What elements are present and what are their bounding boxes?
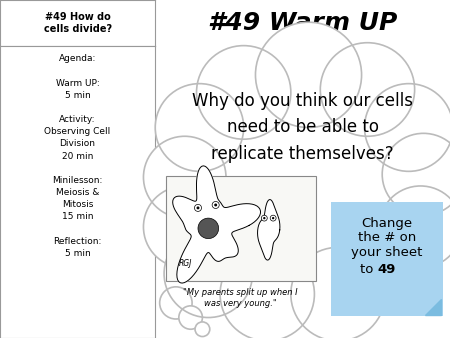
Text: RGJ: RGJ — [179, 259, 192, 268]
Circle shape — [164, 230, 252, 317]
Circle shape — [256, 22, 362, 127]
Circle shape — [263, 217, 266, 219]
Circle shape — [364, 83, 450, 171]
FancyBboxPatch shape — [331, 202, 443, 316]
Circle shape — [320, 43, 414, 136]
Text: #49 How do
cells divide?: #49 How do cells divide? — [44, 12, 112, 33]
Text: Agenda:

Warm UP:
5 min

Activity:
Observing Cell
Division
20 min

Minilesson:
M: Agenda: Warm UP: 5 min Activity: Observi… — [45, 54, 111, 258]
Text: "My parents split up when I
was very young.": "My parents split up when I was very you… — [184, 288, 298, 308]
Circle shape — [382, 133, 450, 215]
Circle shape — [179, 306, 202, 329]
Text: Why do you think our cells
need to be able to
replicate themselves?: Why do you think our cells need to be ab… — [192, 92, 413, 163]
Circle shape — [144, 136, 226, 218]
Circle shape — [155, 83, 244, 171]
Circle shape — [197, 46, 291, 139]
Text: Change: Change — [361, 217, 412, 230]
Text: #49 Warm UP: #49 Warm UP — [208, 11, 397, 35]
Circle shape — [220, 247, 315, 338]
Text: the # on: the # on — [357, 231, 416, 244]
Polygon shape — [257, 199, 280, 260]
Circle shape — [272, 217, 274, 219]
Circle shape — [212, 201, 219, 209]
Circle shape — [353, 224, 441, 312]
Circle shape — [195, 322, 210, 337]
FancyBboxPatch shape — [166, 176, 316, 281]
Text: to: to — [360, 263, 378, 275]
Circle shape — [144, 186, 226, 268]
Polygon shape — [173, 166, 261, 283]
Circle shape — [198, 218, 219, 239]
Circle shape — [261, 215, 267, 221]
Text: 49: 49 — [378, 263, 396, 275]
Circle shape — [197, 207, 199, 209]
Circle shape — [160, 287, 192, 319]
Circle shape — [291, 247, 385, 338]
Polygon shape — [425, 298, 441, 315]
Circle shape — [214, 203, 217, 207]
Text: your sheet: your sheet — [351, 246, 422, 260]
Circle shape — [270, 215, 276, 221]
Circle shape — [194, 204, 202, 211]
Circle shape — [379, 186, 450, 268]
